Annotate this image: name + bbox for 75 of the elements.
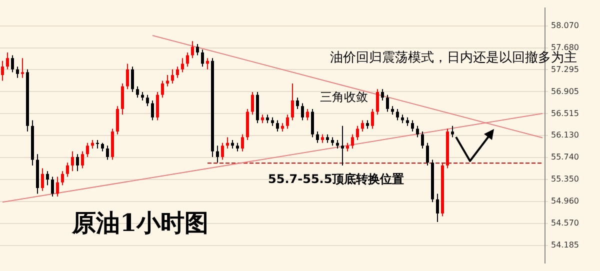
- candlestick: [76, 154, 79, 172]
- candlestick: [131, 66, 134, 92]
- y-tick-label: 54.960: [551, 196, 579, 206]
- y-tick-label: 56.130: [551, 130, 579, 140]
- candlestick: [121, 83, 124, 116]
- candlestick: [161, 80, 164, 98]
- candlestick: [11, 54, 14, 73]
- y-tick-label: 58.070: [551, 20, 579, 30]
- candlestick: [171, 68, 174, 84]
- candlestick: [56, 176, 59, 198]
- candlestick: [41, 168, 44, 192]
- candlestick: [451, 125, 454, 138]
- candlestick: [196, 43, 199, 56]
- candlestick: [426, 142, 429, 166]
- candlestick: [1, 60, 4, 82]
- candlestick: [176, 66, 179, 78]
- candlestick: [156, 91, 159, 121]
- candlestick: [316, 131, 319, 144]
- candlestick: [151, 100, 154, 121]
- candlestick: [146, 94, 149, 107]
- candlestick: [436, 193, 439, 222]
- candlestick: [201, 49, 204, 68]
- candlestick: [106, 145, 109, 160]
- annotation: 55.7-55.5顶底转换位置: [268, 172, 404, 186]
- candlestick: [16, 66, 19, 78]
- candlestick: [376, 88, 379, 116]
- candlestick: [221, 142, 224, 160]
- candlestick: [291, 83, 294, 121]
- candlestick: [66, 162, 69, 178]
- candlestick: [216, 145, 219, 164]
- candlestick: [301, 102, 304, 121]
- y-tick-label: 56.515: [551, 108, 579, 118]
- candlestick: [136, 86, 139, 98]
- candlestick: [251, 91, 254, 116]
- candlestick: [191, 40, 194, 59]
- candlestick: [286, 114, 289, 130]
- candlestick: [311, 108, 314, 138]
- y-tick-label: 54.185: [551, 240, 579, 250]
- candlestick: [341, 125, 344, 166]
- y-tick-label: 57.680: [551, 42, 579, 52]
- candlestick: [186, 52, 189, 68]
- candlestick: [116, 106, 119, 135]
- annotation: 油价回归震荡模式，日内还是以回撤多为主: [330, 49, 577, 66]
- y-tick-label: 55.740: [551, 152, 579, 162]
- candlestick: [356, 125, 359, 141]
- y-tick-label: 54.570: [551, 218, 579, 228]
- y-tick-label: 55.350: [551, 174, 579, 184]
- candlestick: [21, 58, 24, 78]
- candlestick: [81, 150, 84, 169]
- candlestick: [51, 176, 54, 198]
- y-tick-label: 56.905: [551, 86, 579, 96]
- candlestick: [371, 108, 374, 130]
- candlestick: [126, 63, 129, 90]
- candlestick: [396, 108, 399, 121]
- candlestick: [416, 125, 419, 138]
- annotation: 三角收敛: [320, 90, 368, 104]
- candlestick: [181, 58, 184, 73]
- candlestick: [241, 134, 244, 152]
- candlestick: [421, 131, 424, 149]
- candlestick: [386, 94, 389, 112]
- candlestick: [306, 108, 309, 121]
- candlestick: [71, 150, 74, 172]
- candlestick: [296, 97, 299, 110]
- y-tick-label: 57.295: [551, 64, 579, 74]
- annotation: 原油1小时图: [71, 208, 209, 238]
- candlestick: [46, 170, 49, 186]
- candlestick: [61, 170, 64, 186]
- candlestick: [361, 120, 364, 132]
- candlestick: [381, 88, 384, 101]
- candlestick: [411, 120, 414, 132]
- candlestick: [351, 134, 354, 149]
- candlestick: [166, 74, 169, 87]
- candlestick: [6, 52, 9, 70]
- candlestick: [276, 120, 279, 132]
- candlestick: [86, 142, 89, 158]
